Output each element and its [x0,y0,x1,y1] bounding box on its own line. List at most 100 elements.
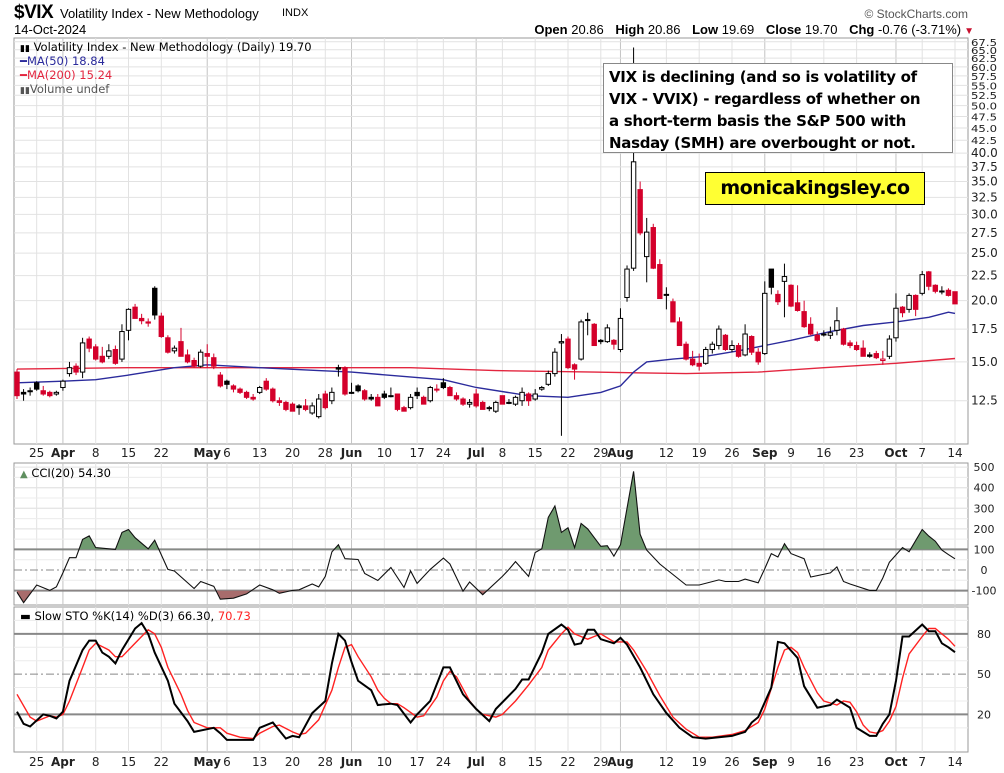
candle-body [657,264,663,300]
candle [230,384,237,393]
candle [939,286,945,295]
candle [335,364,342,377]
y-tick-label: 100 [974,543,995,556]
low-value: 19.69 [721,22,755,37]
candle-body [624,268,630,299]
x-tick-label: 8 [92,446,100,460]
x-tick-label: Aug [607,755,633,769]
candle [60,379,66,391]
candle [499,395,506,405]
legend-sto-label: Slow STO %K(14) %D(3) 66.30, [34,609,215,623]
legend-ma200-label: MA(200) 15.24 [26,68,113,82]
candle-body [794,302,801,311]
x-tick-label: 15 [528,446,543,460]
candle [152,286,158,320]
candle-body [768,268,775,288]
candle [748,335,755,355]
x-tick-label: 8 [499,755,507,769]
legend-volume-label: Volume undef [29,82,110,96]
candle-body [342,367,348,395]
x-tick-label: Jul [467,755,485,769]
candle [565,336,571,370]
x-tick-label: Jun [340,446,363,460]
candle [197,349,204,368]
candle [420,395,427,405]
candle-body [932,284,939,292]
y-tick-label: 60.0 [971,63,997,74]
candle-body [663,293,670,296]
y-tick-label: 400 [974,482,995,495]
candle [125,308,132,341]
candle-body [93,346,99,360]
candle [119,324,125,362]
low-label: Low [692,22,719,37]
x-tick-label: 6 [223,446,231,460]
candle [394,393,401,412]
candle [414,387,420,400]
candle-body [53,391,60,395]
candle [762,281,768,355]
candle-body [545,373,552,385]
candle-body [145,321,151,324]
candle [171,345,178,354]
candle [460,397,466,406]
candle-body [834,320,840,331]
candle [867,352,873,358]
candle [14,369,20,400]
candle-body [329,391,335,402]
candle-body [611,339,617,345]
legend-ma200: ━MA(200) 15.24 [20,68,112,82]
candle-body [762,292,768,355]
candle [86,336,92,353]
y-tick-label: 20 [977,708,991,721]
candle [40,385,46,396]
candle-body [827,332,834,336]
x-tick-label: 29 [593,446,608,460]
y-tick-label: 67.5 [971,38,997,49]
x-tick-label: Oct [884,446,907,460]
y-tick-label: 27.5 [971,226,998,240]
y-tick-label: -100 [972,585,997,598]
candle-body [716,328,722,347]
candlestick-icon: ▮▮ [20,44,30,54]
candle-body [591,323,597,347]
candle [447,385,453,397]
y-tick-label: 30.0 [971,207,998,221]
y-tick-label: 50.0 [971,102,997,113]
candle-body [388,395,394,398]
candle-body [735,345,742,357]
chart-date: 14-Oct-2024 [14,22,87,37]
y-tick-label: 40.0 [971,146,998,160]
candle [99,346,105,364]
x-tick-label: Sep [752,755,778,769]
candle-body [525,393,532,402]
candle-body [939,290,945,293]
candle [243,390,250,400]
candle [473,389,479,408]
candle-body [519,391,525,402]
candle-body [256,387,263,393]
candle [302,399,309,412]
candle [663,287,670,310]
candle [512,395,519,406]
change-value: -0.76 (-3.71%) [878,22,962,37]
x-tick-label: 17 [409,446,424,460]
x-tick-label: 19 [692,755,707,769]
down-triangle-icon: ▼ [964,26,974,37]
y-tick-label: 20.0 [971,294,998,308]
candle-body [407,396,414,409]
legend-ma50-label: MA(50) 18.84 [26,54,105,68]
area-icon: ▲ [20,469,28,480]
candle-body [66,367,73,375]
sto-k-line [16,621,956,741]
candle-body [644,231,650,258]
candle [696,353,702,371]
candle [519,387,525,406]
candle-body [532,393,538,400]
candle-body [40,390,46,395]
ma200-line [16,357,956,375]
candle [250,394,256,401]
candle-body [689,358,696,366]
candle-body [79,342,86,373]
candle [434,384,440,393]
